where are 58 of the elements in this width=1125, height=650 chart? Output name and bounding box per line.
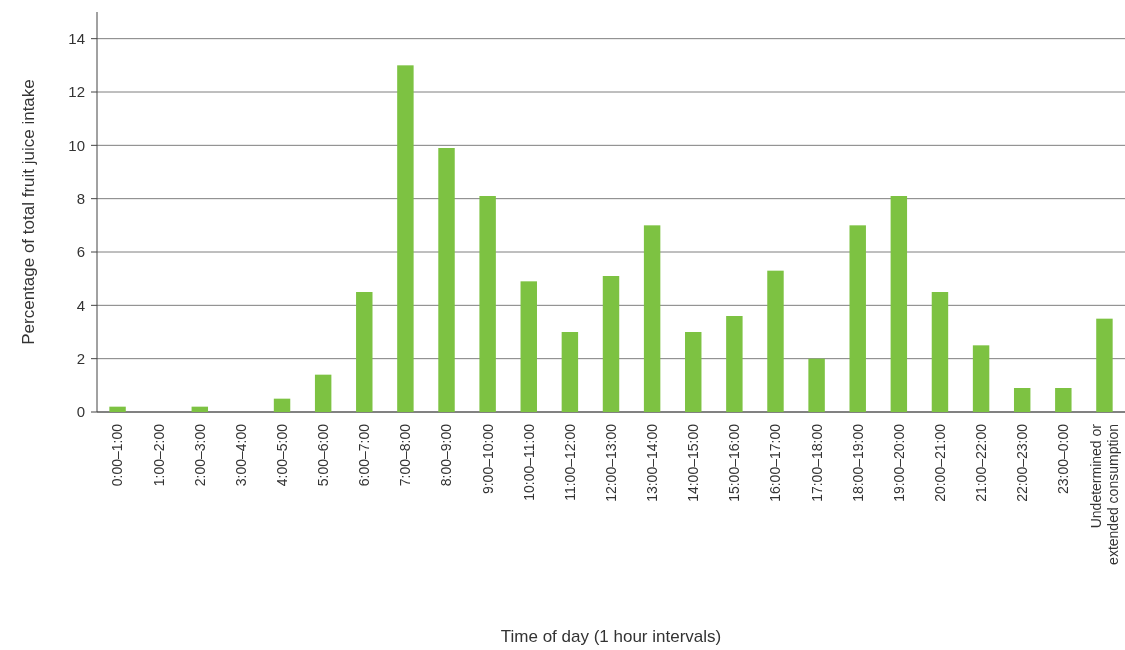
bar: [972, 345, 990, 412]
x-tick-label: 6:00–7:00: [356, 423, 373, 487]
bar: [561, 332, 579, 412]
x-tick-label: 4:00–5:00: [273, 423, 290, 487]
y-tick-label: 14: [68, 29, 85, 47]
x-tick-label: 2:00–3:00: [191, 423, 208, 487]
x-tick-label: 3:00–4:00: [232, 423, 249, 487]
x-tick-label: 19:00–20:00: [890, 423, 907, 502]
bar: [808, 358, 825, 412]
bar: [314, 374, 332, 412]
y-axis-title: Percentage of total fruit juice intake: [19, 79, 38, 345]
y-tick-label: 12: [68, 83, 85, 101]
x-tick-label: 20:00–21:00: [931, 423, 948, 502]
y-tick-label: 4: [76, 296, 85, 314]
x-tick-label: 21:00–22:00: [972, 423, 989, 502]
bar: [1096, 318, 1113, 412]
bar: [602, 276, 620, 412]
x-tick-label: 0:00–1:00: [109, 423, 126, 487]
x-tick-label: 18:00–19:00: [849, 423, 866, 502]
y-tick-label: 0: [76, 403, 85, 421]
x-tick-label: 15:00–16:00: [726, 423, 743, 502]
bar: [273, 398, 291, 412]
y-tick-label: 10: [68, 136, 85, 154]
x-tick-label: Undetermined or extended consumption: [1087, 423, 1121, 565]
bar: [685, 332, 702, 412]
x-tick-label: 22:00–23:00: [1014, 423, 1031, 502]
y-tick-label: 2: [76, 349, 85, 367]
bar: [520, 281, 537, 412]
bar: [849, 225, 866, 412]
bar: [767, 270, 784, 412]
y-tick-label: 6: [76, 243, 85, 261]
x-tick-label: 1:00–2:00: [150, 423, 167, 487]
bar: [109, 406, 126, 412]
x-tick-label: 8:00–9:00: [438, 423, 455, 487]
x-tick-label: 11:00–12:00: [561, 423, 578, 501]
bar: [438, 148, 455, 412]
bar: [931, 292, 949, 412]
bar: [397, 65, 414, 412]
x-tick-label: 10:00–11:00: [520, 423, 537, 501]
bar: [643, 225, 661, 412]
bar: [890, 196, 908, 412]
bar: [1055, 388, 1072, 412]
x-tick-label: 23:00–0:00: [1055, 423, 1072, 495]
x-tick-label: 12:00–13:00: [602, 423, 619, 502]
x-axis-title: Time of day (1 hour intervals): [500, 627, 722, 646]
bar: [191, 406, 209, 412]
bar: [479, 196, 496, 412]
x-tick-label: 7:00–8:00: [397, 423, 414, 487]
y-tick-label: 8: [76, 189, 85, 207]
x-tick-label: 13:00–14:00: [644, 423, 661, 502]
x-tick-label: 16:00–17:00: [767, 423, 784, 502]
x-tick-label: 14:00–15:00: [685, 423, 702, 502]
bar: [356, 292, 373, 412]
x-tick-label: 17:00–18:00: [808, 423, 825, 502]
x-tick-label: 9:00–10:00: [479, 423, 496, 495]
bar: [1013, 388, 1031, 412]
x-tick-label: 5:00–6:00: [315, 423, 332, 487]
bar: [726, 316, 743, 412]
